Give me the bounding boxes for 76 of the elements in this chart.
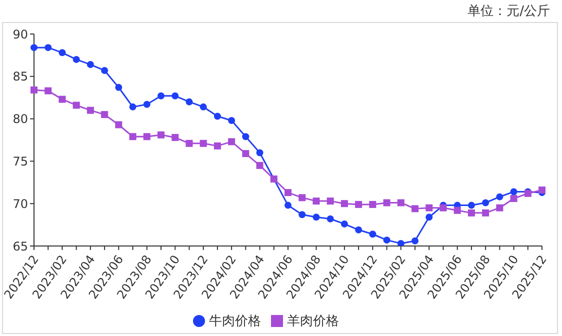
point xyxy=(326,198,334,205)
point xyxy=(369,200,376,208)
point xyxy=(115,84,122,91)
point xyxy=(312,198,320,205)
point xyxy=(143,133,150,140)
point xyxy=(228,116,236,124)
point xyxy=(86,61,94,68)
point xyxy=(158,92,164,100)
point xyxy=(44,87,52,94)
point xyxy=(397,240,404,246)
point xyxy=(58,96,66,103)
point xyxy=(355,200,362,208)
point xyxy=(510,188,518,196)
point xyxy=(44,44,52,52)
point xyxy=(129,133,136,140)
point xyxy=(284,202,292,209)
point xyxy=(312,214,320,221)
point xyxy=(214,142,221,150)
point xyxy=(383,236,390,244)
point xyxy=(186,98,193,106)
point xyxy=(186,140,193,147)
point xyxy=(214,112,221,120)
point xyxy=(482,209,490,216)
point xyxy=(298,194,306,202)
point xyxy=(412,205,418,212)
y-tick-label: 70 xyxy=(12,196,28,211)
point xyxy=(383,199,390,206)
point xyxy=(30,44,38,52)
point xyxy=(58,49,66,56)
point xyxy=(397,199,404,206)
point xyxy=(369,230,376,238)
point xyxy=(468,209,475,216)
legend-label: 牛肉价格 xyxy=(209,314,261,329)
point xyxy=(200,103,207,110)
point xyxy=(115,121,122,128)
point xyxy=(340,200,348,208)
point xyxy=(200,140,207,147)
point xyxy=(426,204,433,212)
point xyxy=(510,195,518,202)
point xyxy=(172,92,179,100)
point xyxy=(242,133,250,140)
point xyxy=(158,131,164,138)
point xyxy=(426,214,433,221)
point xyxy=(143,100,150,108)
point xyxy=(256,149,264,156)
point xyxy=(172,134,179,141)
point xyxy=(412,237,418,244)
point xyxy=(538,186,546,194)
y-tick-label: 75 xyxy=(12,154,28,168)
point xyxy=(355,226,362,234)
point xyxy=(228,138,236,146)
point xyxy=(496,204,504,212)
point xyxy=(284,189,292,196)
point xyxy=(242,150,250,158)
y-tick-label: 65 xyxy=(12,239,28,254)
point xyxy=(72,102,80,109)
legend-label: 羊肉价格 xyxy=(287,314,339,329)
point xyxy=(468,202,475,209)
point xyxy=(440,204,447,212)
point xyxy=(101,66,108,74)
point xyxy=(101,111,108,118)
point xyxy=(454,206,461,214)
point xyxy=(482,199,490,206)
point xyxy=(496,193,504,200)
y-tick-label: 85 xyxy=(12,70,28,84)
point xyxy=(72,56,80,63)
point xyxy=(326,215,334,222)
point xyxy=(340,220,348,228)
point xyxy=(129,103,136,110)
point xyxy=(256,162,264,169)
text: 单位：元/公斤 xyxy=(468,4,550,19)
y-tick-label: 90 xyxy=(12,27,28,42)
point xyxy=(30,86,38,94)
y-tick-label: 80 xyxy=(12,112,28,126)
point xyxy=(86,106,94,114)
point xyxy=(298,211,306,218)
